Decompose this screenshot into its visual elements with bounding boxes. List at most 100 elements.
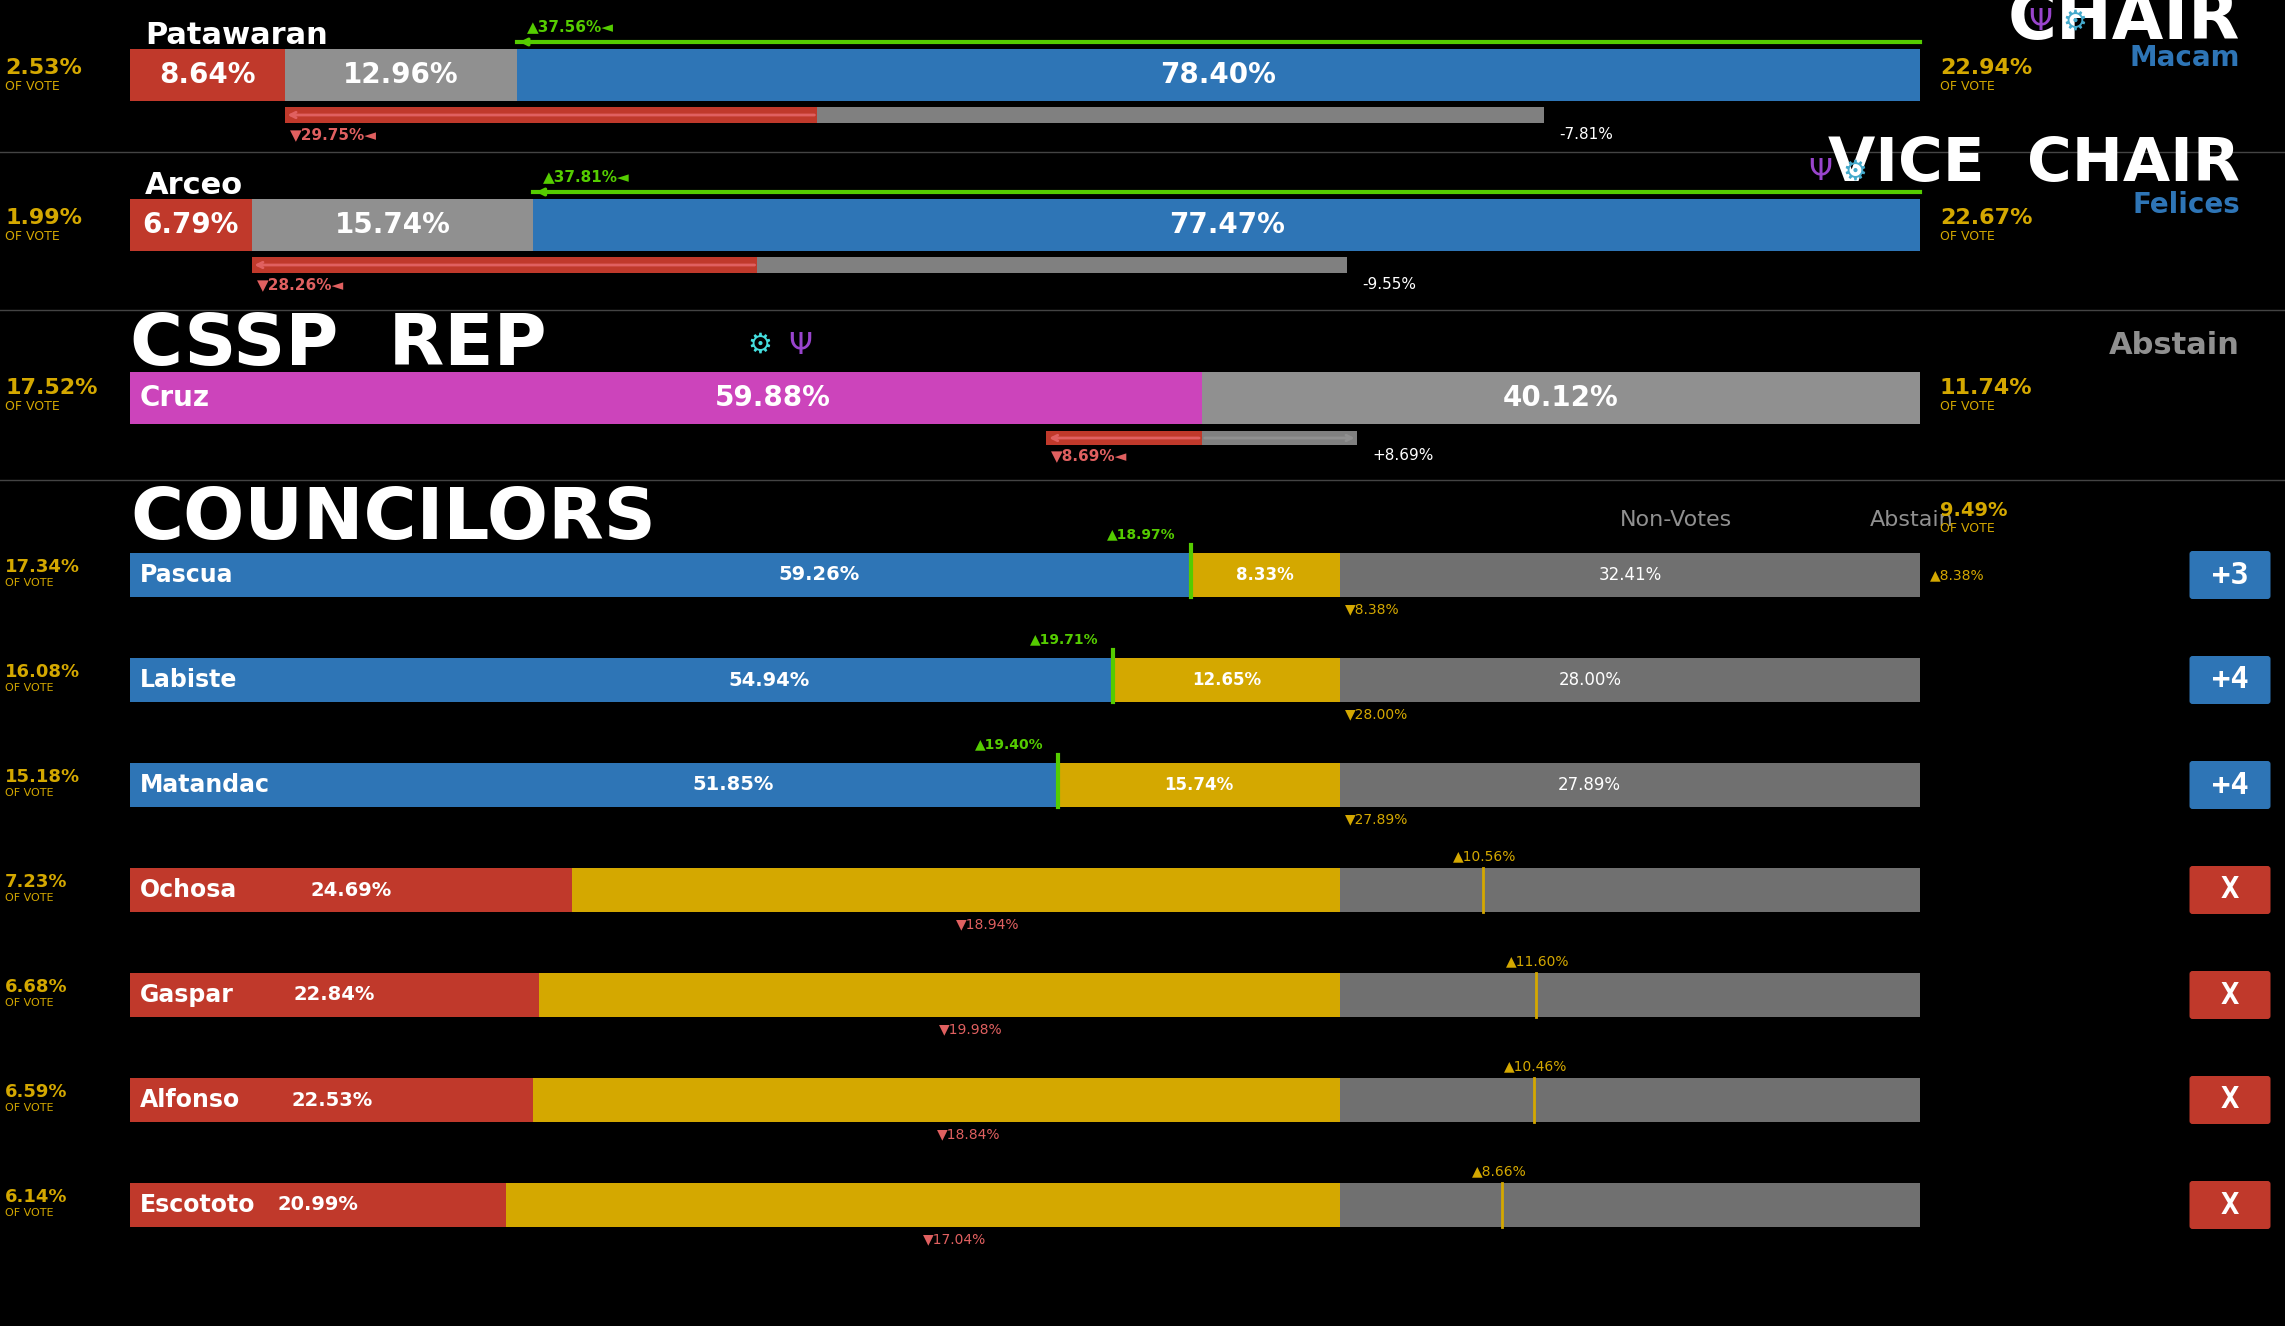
Bar [571, 869, 1339, 912]
Text: ⚙: ⚙ [747, 332, 772, 359]
Text: 2.53%: 2.53% [5, 58, 82, 78]
Text: ▲10.56%: ▲10.56% [1453, 849, 1515, 863]
Text: 7.23%: 7.23% [5, 873, 69, 891]
Text: OF VOTE: OF VOTE [5, 399, 59, 412]
Bar [130, 762, 1919, 808]
Bar [130, 869, 1919, 912]
Text: 8.33%: 8.33% [1236, 566, 1293, 583]
Text: OF VOTE: OF VOTE [1940, 399, 1995, 412]
Text: ▲8.66%: ▲8.66% [1472, 1164, 1526, 1177]
Text: CSSP  REP: CSSP REP [130, 310, 546, 379]
Text: 59.88%: 59.88% [715, 385, 832, 412]
Bar [1202, 373, 1919, 424]
Text: ⚙: ⚙ [1842, 158, 1867, 186]
Bar [532, 199, 1919, 251]
Text: ▲19.40%: ▲19.40% [973, 737, 1044, 751]
Bar [130, 658, 1919, 701]
Bar [130, 1078, 532, 1122]
Text: Patawaran: Patawaran [144, 20, 327, 49]
Bar [1047, 431, 1202, 446]
Text: 6.79%: 6.79% [142, 211, 240, 239]
Text: 77.47%: 77.47% [1168, 211, 1284, 239]
Text: Pascua: Pascua [139, 564, 233, 587]
Bar [130, 762, 1058, 808]
Text: 15.18%: 15.18% [5, 768, 80, 786]
Text: ▼19.98%: ▼19.98% [939, 1022, 1003, 1036]
Bar [130, 1183, 505, 1227]
Text: +4: +4 [2212, 666, 2248, 695]
Text: OF VOTE: OF VOTE [1940, 80, 1995, 93]
Text: 9.49%: 9.49% [1940, 500, 2009, 520]
Text: 27.89%: 27.89% [1558, 776, 1620, 794]
Text: 8.64%: 8.64% [160, 61, 256, 89]
Text: Cruz: Cruz [139, 385, 210, 412]
Text: Labiste: Labiste [139, 668, 238, 692]
FancyBboxPatch shape [2189, 761, 2271, 809]
FancyBboxPatch shape [2189, 971, 2271, 1018]
Text: +3: +3 [2212, 561, 2248, 590]
Text: ▼8.38%: ▼8.38% [1346, 602, 1398, 617]
Text: Ψ: Ψ [788, 330, 811, 359]
Bar [505, 1183, 1339, 1227]
Text: VICE  CHAIR: VICE CHAIR [1828, 135, 2239, 195]
Text: 17.52%: 17.52% [5, 378, 98, 398]
Text: ▲11.60%: ▲11.60% [1506, 953, 1570, 968]
FancyBboxPatch shape [2189, 1181, 2271, 1229]
Text: OF VOTE: OF VOTE [5, 683, 53, 693]
Text: ▲19.71%: ▲19.71% [1031, 633, 1099, 646]
Bar [130, 658, 1113, 701]
Bar [756, 257, 1348, 273]
Bar [130, 553, 1919, 597]
Text: X: X [2221, 875, 2239, 904]
Text: X: X [2221, 1191, 2239, 1220]
Bar [130, 373, 1202, 424]
Text: ▼27.89%: ▼27.89% [1346, 812, 1408, 826]
Text: Gaspar: Gaspar [139, 983, 233, 1006]
FancyBboxPatch shape [2189, 1075, 2271, 1124]
Text: OF VOTE: OF VOTE [1940, 521, 1995, 534]
Bar [130, 869, 571, 912]
Text: 45.06%: 45.06% [903, 1091, 971, 1109]
Text: OF VOTE: OF VOTE [5, 578, 53, 587]
Text: 22.94%: 22.94% [1940, 58, 2031, 78]
Text: 22.53%: 22.53% [290, 1090, 372, 1110]
Bar [130, 1183, 1919, 1227]
Text: 24.69%: 24.69% [311, 880, 391, 899]
Bar [130, 1078, 1919, 1122]
Text: 22.67%: 22.67% [1940, 208, 2031, 228]
Text: ▼18.84%: ▼18.84% [937, 1127, 1001, 1140]
Text: 12.96%: 12.96% [343, 61, 459, 89]
Text: OF VOTE: OF VOTE [5, 229, 59, 243]
Text: 6.68%: 6.68% [5, 979, 69, 996]
Text: 15.74%: 15.74% [1165, 776, 1234, 794]
Text: 15.74%: 15.74% [334, 211, 450, 239]
Text: 6.14%: 6.14% [5, 1188, 69, 1207]
Text: COUNCILORS: COUNCILORS [130, 485, 656, 554]
Text: Ψ: Ψ [2029, 8, 2052, 37]
Text: 40.12%: 40.12% [1504, 385, 1618, 412]
Text: X: X [2221, 1086, 2239, 1114]
Text: OF VOTE: OF VOTE [1940, 229, 1995, 243]
Text: 51.85%: 51.85% [692, 776, 775, 794]
FancyBboxPatch shape [2189, 866, 2271, 914]
Text: ▼29.75%◄: ▼29.75%◄ [290, 127, 377, 142]
Text: OF VOTE: OF VOTE [5, 1208, 53, 1219]
Text: OF VOTE: OF VOTE [5, 1103, 53, 1113]
Bar [251, 199, 532, 251]
Bar [130, 49, 286, 101]
Bar [130, 973, 1919, 1017]
Bar [1058, 762, 1339, 808]
Text: Arceo: Arceo [144, 171, 242, 199]
FancyBboxPatch shape [2189, 656, 2271, 704]
Text: 17.34%: 17.34% [5, 558, 80, 575]
Text: 46.60%: 46.60% [889, 1196, 957, 1215]
Text: -9.55%: -9.55% [1362, 277, 1417, 292]
Text: 44.75%: 44.75% [905, 987, 973, 1004]
Bar [1202, 431, 1357, 446]
Text: 12.65%: 12.65% [1193, 671, 1261, 690]
Text: OF VOTE: OF VOTE [5, 788, 53, 798]
Bar [539, 973, 1339, 1017]
Bar [286, 107, 818, 123]
Text: Non-Votes: Non-Votes [1620, 511, 1732, 530]
Text: Ochosa: Ochosa [139, 878, 238, 902]
